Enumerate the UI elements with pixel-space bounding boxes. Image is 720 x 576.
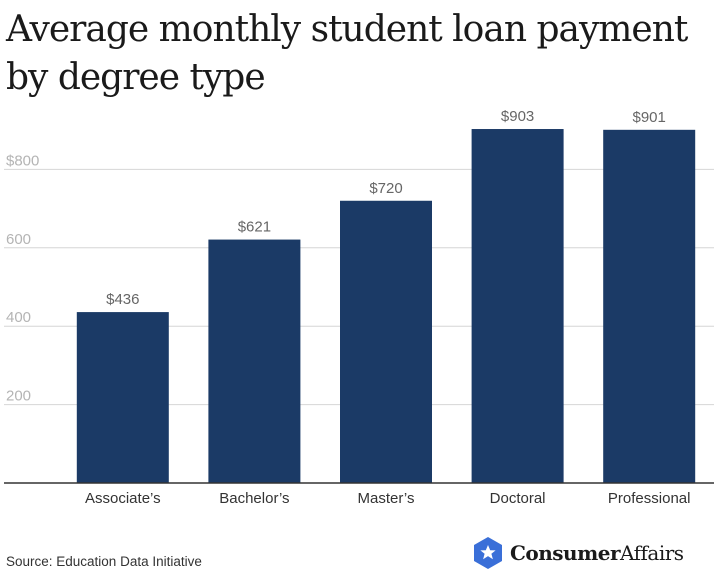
- source-note: Source: Education Data Initiative: [6, 554, 202, 569]
- x-tick-label: Master’s: [358, 490, 415, 507]
- bar: [340, 200, 432, 483]
- chart-title: Average monthly student loan payment by …: [6, 9, 688, 98]
- x-tick-label: Bachelor’s: [219, 490, 289, 507]
- brand-name-bold: Consumer: [510, 541, 621, 565]
- bar: [603, 129, 696, 484]
- data-label: $903: [501, 108, 534, 125]
- bar: [208, 239, 301, 483]
- data-label: $720: [369, 180, 402, 197]
- star-badge-icon: [474, 537, 502, 569]
- bar: [471, 129, 564, 484]
- y-tick-label: 400: [6, 309, 31, 326]
- x-tick-label: Doctoral: [490, 490, 546, 507]
- data-label: $901: [633, 109, 666, 126]
- data-label: $436: [106, 291, 139, 308]
- x-tick-label: Associate’s: [85, 490, 161, 507]
- y-tick-label: $800: [6, 152, 39, 169]
- brand-name: ConsumerAffairs: [510, 541, 684, 565]
- data-label: $621: [238, 219, 271, 236]
- x-tick-label: Professional: [608, 490, 691, 507]
- y-tick-label: 200: [6, 388, 31, 405]
- y-tick-label: 600: [6, 231, 31, 248]
- brand-name-regular: Affairs: [620, 541, 684, 565]
- brand-logo: ConsumerAffairs: [472, 536, 684, 570]
- bar: [76, 312, 169, 483]
